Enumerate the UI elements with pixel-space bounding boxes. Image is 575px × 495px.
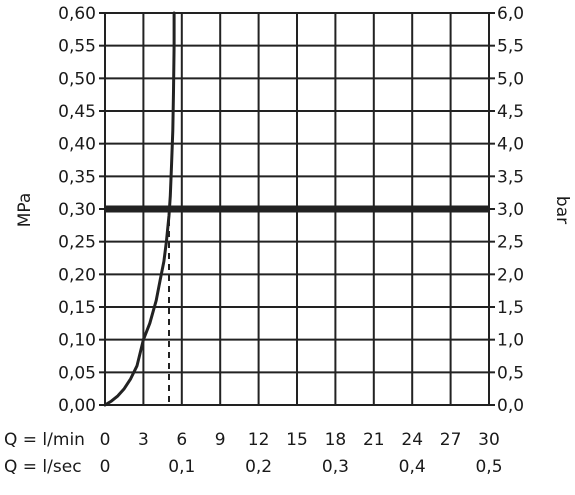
left-tick-label: 0,15 <box>58 298 96 318</box>
right-tick-label: 2,0 <box>497 265 524 285</box>
x-lps-tick-label: 0,4 <box>399 457 426 477</box>
left-tick-label: 0,50 <box>58 69 96 89</box>
x-lps-tick-label: 0,3 <box>322 457 349 477</box>
x-axis-lps-ticks: 0 0,1 0,2 0,3 0,4 0,5 <box>100 457 503 477</box>
x-lpm-tick-label: 24 <box>401 430 423 450</box>
left-tick-label: 0,25 <box>58 233 96 253</box>
x-axis-lpm-ticks: 0 3 6 9 12 15 18 21 24 27 30 <box>100 430 500 450</box>
right-tick-label: 1,5 <box>497 298 524 318</box>
left-tick-label: 0,20 <box>58 265 96 285</box>
left-tick-label: 0,40 <box>58 135 96 155</box>
x-lps-tick-label: 0,2 <box>245 457 272 477</box>
x-lps-tick-label: 0,1 <box>168 457 195 477</box>
flow-curve <box>103 11 176 407</box>
left-tick-label: 0,55 <box>58 37 96 57</box>
x-lpm-tick-label: 9 <box>215 430 226 450</box>
right-tick-label: 4,0 <box>497 135 524 155</box>
y-axis-label-left: MPa <box>15 193 35 228</box>
left-tick-label: 0,10 <box>58 331 96 351</box>
right-tick-label: 5,5 <box>497 37 524 57</box>
left-tick-label: 0,60 <box>58 4 96 24</box>
series-line-0 <box>103 11 176 407</box>
left-tick-label: 0,45 <box>58 102 96 122</box>
x-lps-tick-label: 0,5 <box>475 457 502 477</box>
x-lps-tick-label: 0 <box>100 457 111 477</box>
x-axis-lps-label: Q = l/sec <box>4 457 82 477</box>
right-tick-label: 0,5 <box>497 363 524 383</box>
y-axis-label-right: bar <box>552 196 572 224</box>
right-tick-label: 5,0 <box>497 69 524 89</box>
left-axis-ticks: 0,00 0,05 0,10 0,15 0,20 0,25 0,30 0,35 0,40 0,45… <box>58 4 105 416</box>
x-lpm-tick-label: 3 <box>138 430 149 450</box>
left-tick-label: 0,05 <box>58 363 96 383</box>
left-tick-label: 0,35 <box>58 167 96 187</box>
x-lpm-tick-label: 18 <box>325 430 347 450</box>
left-tick-label: 0,30 <box>58 200 96 220</box>
x-lpm-tick-label: 12 <box>248 430 270 450</box>
right-tick-label: 1,0 <box>497 331 524 351</box>
right-tick-label: 2,5 <box>497 233 524 253</box>
right-tick-label: 3,0 <box>497 200 524 220</box>
left-tick-label: 0,00 <box>58 396 96 416</box>
right-tick-label: 6,0 <box>497 4 524 24</box>
x-lpm-tick-label: 21 <box>363 430 385 450</box>
x-lpm-tick-label: 0 <box>100 430 111 450</box>
x-lpm-tick-label: 15 <box>286 430 308 450</box>
right-tick-label: 3,5 <box>497 167 524 187</box>
x-lpm-tick-label: 27 <box>440 430 462 450</box>
x-lpm-tick-label: 30 <box>478 430 500 450</box>
x-axis-lpm-label: Q = l/min <box>4 430 85 450</box>
x-lpm-tick-label: 6 <box>176 430 187 450</box>
right-tick-label: 4,5 <box>497 102 524 122</box>
right-tick-label: 0,0 <box>497 396 524 416</box>
right-axis-ticks: 0,0 0,5 1,0 1,5 2,0 2,5 3,0 3,5 4,0 4,5 5,0 5,5 6,0 <box>489 4 524 416</box>
